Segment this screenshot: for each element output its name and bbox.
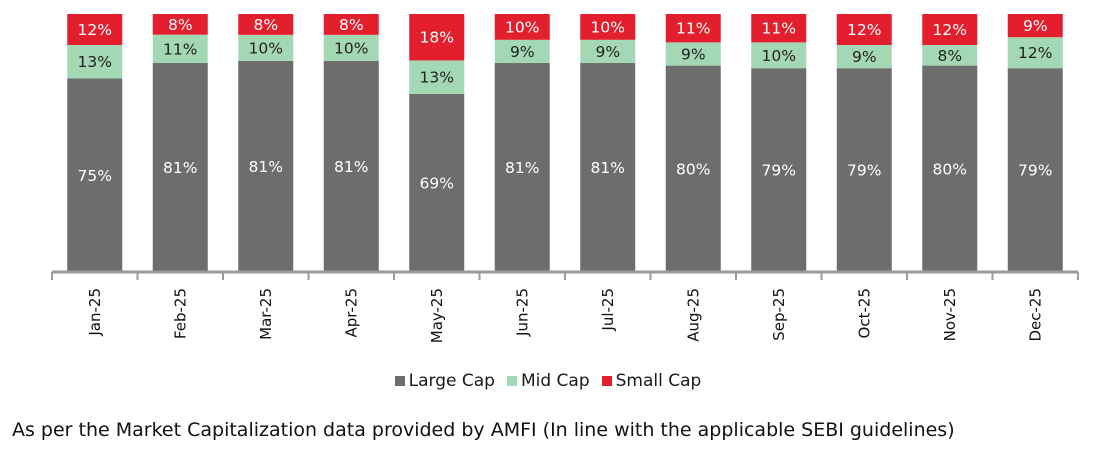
bar-mid-cap-may-25: [409, 60, 465, 94]
x-tick-label-aug-25: Aug-25: [684, 288, 702, 342]
bar-mid-cap-sep-25: [751, 42, 807, 69]
bar-mid-cap-feb-25: [152, 34, 208, 64]
data-label-small-cap-mar-25: 8%: [253, 16, 278, 34]
bar-large-cap-mar-25: [238, 60, 294, 273]
legend-label-small-cap: Small Cap: [615, 371, 702, 391]
data-label-small-cap-oct-25: 12%: [847, 21, 881, 39]
x-tick-label-may-25: May-25: [428, 288, 446, 343]
bar-large-cap-may-25: [409, 93, 465, 272]
data-label-mid-cap-jun-25: 9%: [510, 43, 535, 61]
legend-item-mid-cap: Mid Cap: [506, 371, 590, 391]
legend-label-large-cap: Large Cap: [408, 371, 495, 391]
data-label-mid-cap-nov-25: 8%: [937, 47, 962, 65]
bar-small-cap-apr-25: [323, 14, 379, 35]
bar-large-cap-apr-25: [323, 60, 379, 273]
data-label-large-cap-may-25: 69%: [420, 174, 454, 192]
legend: Large Cap Mid Cap Small Cap: [0, 371, 1096, 391]
bar-large-cap-jul-25: [580, 63, 636, 272]
data-label-mid-cap-aug-25: 9%: [681, 45, 706, 63]
bar-large-cap-feb-25: [152, 63, 208, 272]
x-tick-label-jun-25: Jun-25: [513, 288, 531, 337]
data-label-mid-cap-may-25: 13%: [420, 69, 454, 87]
bar-large-cap-oct-25: [836, 68, 892, 273]
bar-small-cap-oct-25: [836, 14, 892, 45]
data-label-mid-cap-feb-25: 11%: [163, 40, 197, 58]
data-label-large-cap-jan-25: 75%: [78, 167, 112, 185]
data-label-mid-cap-mar-25: 10%: [249, 39, 283, 57]
bar-mid-cap-apr-25: [323, 34, 379, 61]
bar-mid-cap-oct-25: [836, 44, 892, 69]
data-label-large-cap-oct-25: 79%: [847, 162, 881, 180]
data-label-large-cap-jun-25: 81%: [505, 159, 539, 177]
legend-label-mid-cap: Mid Cap: [520, 371, 590, 391]
bar-mid-cap-jul-25: [580, 39, 636, 64]
bar-small-cap-may-25: [409, 14, 465, 61]
data-label-small-cap-nov-25: 12%: [933, 21, 967, 39]
data-label-small-cap-apr-25: 8%: [339, 16, 364, 34]
x-tick-label-jul-25: Jul-25: [599, 288, 617, 332]
data-label-mid-cap-sep-25: 10%: [762, 47, 796, 65]
data-label-small-cap-jul-25: 10%: [591, 18, 625, 36]
x-axis: Jan-25 Feb-25 Mar-25 Apr-25 May-25 Jun-25 Jul-…: [51, 270, 1079, 343]
legend-swatch-small-cap: [601, 376, 612, 386]
x-tick-label-mar-25: Mar-25: [257, 288, 275, 340]
bar-large-cap-aug-25: [665, 65, 721, 272]
data-label-large-cap-jul-25: 81%: [591, 159, 625, 177]
bar-large-cap-jan-25: [67, 78, 123, 272]
bars-group: 75% 13% 12% 81% 11% 8% 81% 10% 8% 81% 10% 8% 69% 13% 1…: [67, 14, 1063, 273]
bar-mid-cap-jan-25: [67, 44, 123, 79]
data-label-large-cap-aug-25: 80%: [676, 160, 710, 178]
data-label-mid-cap-oct-25: 9%: [852, 48, 877, 66]
data-label-mid-cap-jan-25: 13%: [78, 53, 112, 71]
data-label-large-cap-feb-25: 81%: [163, 159, 197, 177]
x-tick-label-sep-25: Sep-25: [770, 288, 788, 341]
data-label-small-cap-sep-25: 11%: [762, 20, 796, 38]
bar-small-cap-sep-25: [751, 14, 807, 43]
legend-item-small-cap: Small Cap: [601, 371, 702, 391]
bar-mid-cap-dec-25: [1007, 37, 1063, 69]
bar-small-cap-feb-25: [152, 14, 208, 35]
bar-small-cap-mar-25: [238, 14, 294, 35]
bar-mid-cap-aug-25: [665, 42, 721, 66]
data-label-small-cap-dec-25: 9%: [1023, 17, 1048, 35]
data-label-small-cap-may-25: 18%: [420, 29, 454, 47]
stacked-bar-chart: 75% 13% 12% 81% 11% 8% 81% 10% 8% 81% 10% 8% 69% 13% 1…: [51, 14, 1079, 343]
data-label-mid-cap-jul-25: 9%: [595, 43, 620, 61]
x-tick-label-nov-25: Nov-25: [941, 288, 959, 341]
data-label-mid-cap-apr-25: 10%: [334, 39, 368, 57]
bar-mid-cap-nov-25: [922, 44, 978, 66]
data-label-large-cap-nov-25: 80%: [933, 160, 967, 178]
bar-small-cap-nov-25: [922, 14, 978, 45]
x-tick-label-feb-25: Feb-25: [171, 288, 189, 339]
data-label-small-cap-aug-25: 11%: [676, 20, 710, 38]
bar-mid-cap-jun-25: [494, 39, 550, 64]
bar-small-cap-jun-25: [494, 14, 550, 40]
data-label-small-cap-feb-25: 8%: [168, 16, 193, 34]
data-label-large-cap-apr-25: 81%: [334, 158, 368, 176]
legend-swatch-mid-cap: [506, 376, 517, 386]
bar-mid-cap-mar-25: [238, 34, 294, 61]
data-label-large-cap-dec-25: 79%: [1018, 162, 1052, 180]
bar-large-cap-sep-25: [751, 68, 807, 273]
bar-large-cap-nov-25: [922, 65, 978, 272]
x-tick-label-oct-25: Oct-25: [855, 288, 873, 338]
footnote: As per the Market Capitalization data pr…: [12, 419, 955, 441]
bar-small-cap-jan-25: [67, 14, 123, 45]
bar-small-cap-aug-25: [665, 14, 721, 43]
data-label-mid-cap-dec-25: 12%: [1018, 44, 1052, 62]
legend-swatch-large-cap: [394, 376, 405, 386]
data-label-large-cap-sep-25: 79%: [762, 162, 796, 180]
bar-large-cap-dec-25: [1007, 68, 1063, 273]
legend-item-large-cap: Large Cap: [394, 371, 495, 391]
bar-large-cap-jun-25: [494, 63, 550, 272]
data-label-small-cap-jun-25: 10%: [505, 18, 539, 36]
x-tick-label-jan-25: Jan-25: [86, 288, 104, 337]
bar-small-cap-jul-25: [580, 14, 636, 40]
bar-small-cap-dec-25: [1007, 14, 1063, 38]
data-label-small-cap-jan-25: 12%: [78, 21, 112, 39]
x-tick-label-dec-25: Dec-25: [1026, 288, 1044, 342]
x-tick-label-apr-25: Apr-25: [342, 288, 360, 338]
data-label-large-cap-mar-25: 81%: [249, 158, 283, 176]
